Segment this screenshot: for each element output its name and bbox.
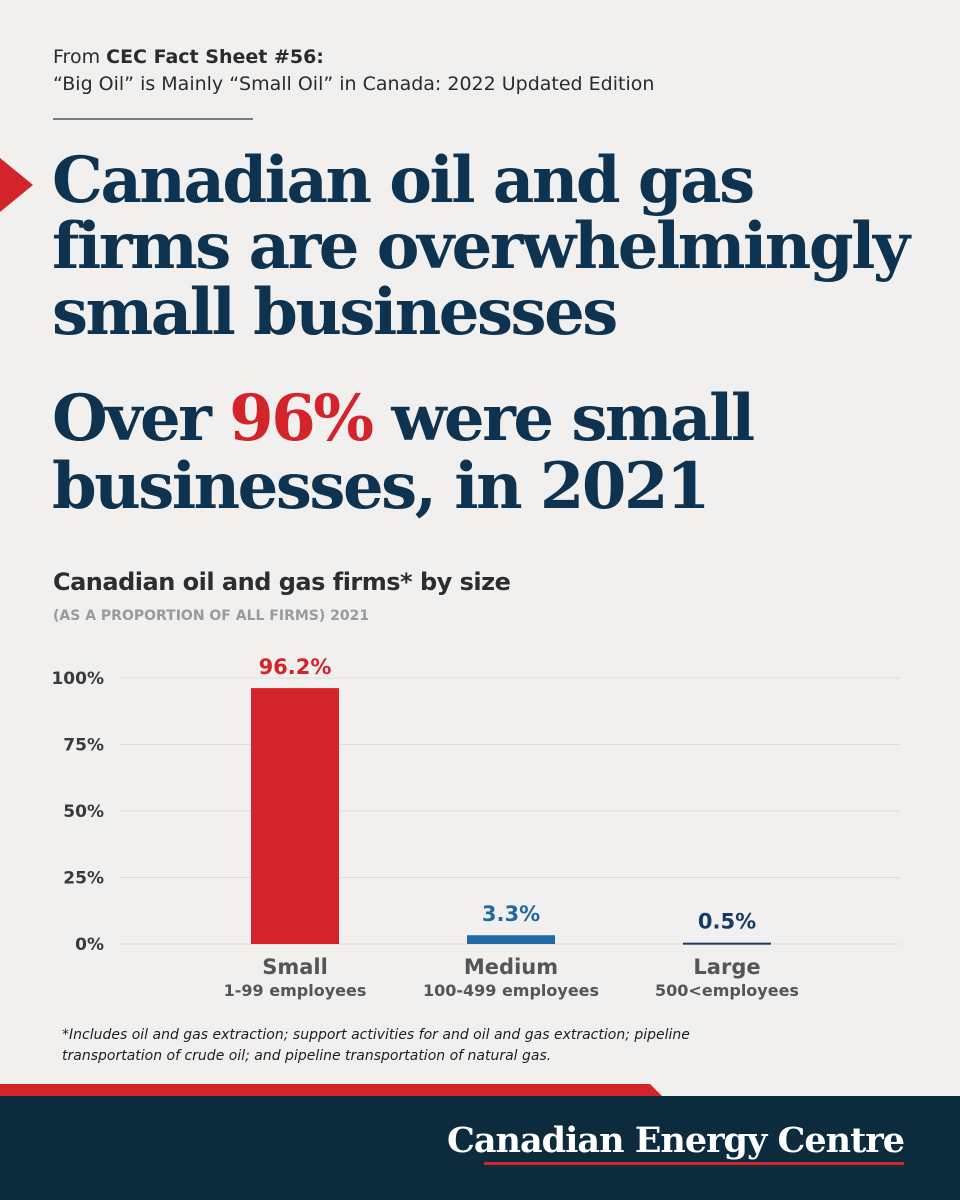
data-label: 3.3% <box>482 902 540 926</box>
footer: Canadian Energy Centre <box>0 1096 960 1200</box>
subheadline: Over 96% were small businesses, in 2021 <box>52 385 932 521</box>
subheadline-after: were small businesses, in 2021 <box>52 381 755 524</box>
bar-large <box>683 942 771 945</box>
subheadline-highlight: 96% <box>229 381 374 456</box>
chart-subtitle: (AS A PROPORTION OF ALL FIRMS) 2021 <box>53 608 370 624</box>
red-band <box>0 1084 662 1096</box>
source-prefix: From <box>53 46 107 68</box>
source-title: “Big Oil” is Mainly “Small Oil” in Canad… <box>53 73 655 95</box>
y-tick-label: 100% <box>51 669 104 689</box>
headline: Canadian oil and gas firms are overwhelm… <box>52 143 910 350</box>
data-label: 96.2% <box>259 655 332 679</box>
y-tick-label: 50% <box>63 802 104 822</box>
source-line-1: From CEC Fact Sheet #56: <box>53 44 654 71</box>
logo-underline <box>484 1162 904 1165</box>
x-tick-sublabel: 1-99 employees <box>224 981 367 1000</box>
x-tick-label: Large <box>693 955 760 979</box>
x-tick-sublabel: 500<employees <box>655 981 799 1000</box>
logo: Canadian Energy Centre <box>446 1120 905 1161</box>
x-tick-label: Small <box>262 955 328 979</box>
footnote: *Includes oil and gas extraction; suppor… <box>62 1027 690 1064</box>
x-tick-label: Medium <box>464 955 558 979</box>
bar-chart: 0% 25% 50% 75% 100% 96.2% Small 1-99 employees 3… <box>51 655 900 1000</box>
y-tick-label: 0% <box>75 935 104 955</box>
subheadline-before: Over <box>52 381 230 456</box>
chart-title: Canadian oil and gas firms* by size <box>53 568 511 596</box>
data-label: 0.5% <box>698 910 756 934</box>
x-tick-sublabel: 100-499 employees <box>423 981 599 1000</box>
bar-medium <box>467 935 555 944</box>
arrow-icon <box>0 158 33 212</box>
source-citation: From CEC Fact Sheet #56: “Big Oil” is Ma… <box>53 44 654 98</box>
source-name: CEC Fact Sheet #56: <box>106 46 324 68</box>
y-tick-label: 75% <box>63 736 104 756</box>
y-tick-label: 25% <box>63 869 104 889</box>
bar-small <box>251 688 339 944</box>
divider <box>53 118 253 120</box>
